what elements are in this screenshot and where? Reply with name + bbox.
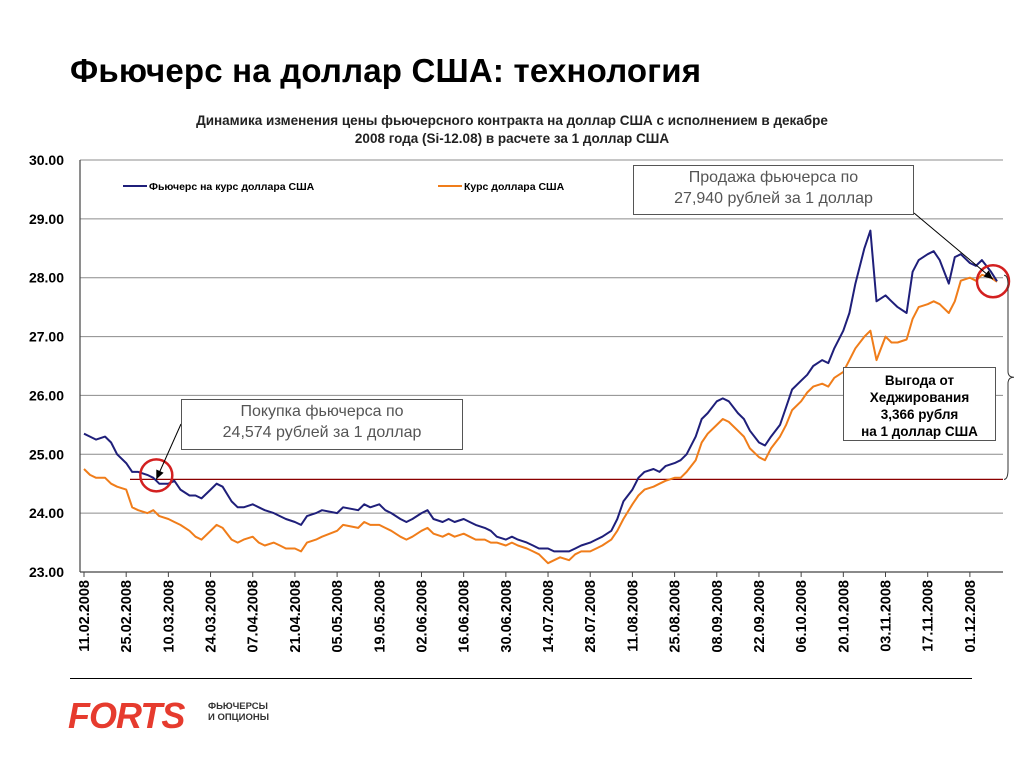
- x-tick-label: 17.11.2008: [921, 580, 937, 652]
- legend-label: Курс доллара США: [464, 181, 565, 193]
- benefit-line-3: 3,366 рубля: [880, 407, 959, 422]
- x-tick-label: 08.09.2008: [710, 580, 726, 653]
- logo-sub-line-1: ФЬЮЧЕРСЫ: [208, 701, 268, 712]
- y-tick-label: 30.00: [29, 152, 64, 168]
- sell-annotation-box: Продажа фьючерса по 27,940 рублей за 1 д…: [633, 165, 914, 215]
- x-tick-label: 28.07.2008: [583, 580, 599, 653]
- x-tick-label: 02.06.2008: [414, 580, 430, 653]
- x-tick-label: 03.11.2008: [879, 580, 895, 652]
- buy-annotation-line-2: 24,574 рублей за 1 доллар: [222, 424, 422, 441]
- y-tick-label: 28.00: [29, 270, 64, 286]
- x-tick-label: 10.03.2008: [161, 580, 177, 653]
- y-tick-label: 26.00: [29, 387, 64, 403]
- x-tick-label: 07.04.2008: [246, 580, 262, 653]
- futures-series-line: [83, 229, 998, 553]
- y-tick-label: 23.00: [29, 564, 64, 580]
- buy-annotation-line-1: Покупка фьючерса по: [240, 403, 404, 420]
- x-tick-label: 14.07.2008: [541, 580, 557, 653]
- sell-annotation-line-1: Продажа фьючерса по: [688, 169, 859, 186]
- benefit-line-1: Выгода от: [884, 373, 955, 388]
- chart-title: Динамика изменения цены фьючерсного конт…: [100, 112, 924, 148]
- sell-arrow-head: [983, 270, 993, 280]
- chart-title-line-2: 2008 года (Si-12.08) в расчете за 1 долл…: [354, 131, 670, 146]
- x-tick-label: 22.09.2008: [752, 580, 768, 653]
- x-tick-label: 30.06.2008: [499, 580, 515, 653]
- sell-annotation-line-2: 27,940 рублей за 1 доллар: [674, 190, 873, 207]
- chart-title-line-1: Динамика изменения цены фьючерсного конт…: [196, 113, 828, 128]
- usd-rate-series-line: [83, 273, 998, 565]
- footer-divider: [70, 678, 972, 679]
- buy-annotation-box: Покупка фьючерса по 24,574 рублей за 1 д…: [181, 399, 463, 450]
- x-tick-label: 21.04.2008: [288, 580, 304, 653]
- forts-logo-subtitle: ФЬЮЧЕРСЫ И ОПЦИОНЫ: [208, 701, 269, 723]
- x-tick-label: 24.03.2008: [204, 580, 220, 653]
- y-tick-label: 24.00: [29, 505, 64, 521]
- y-tick-label: 25.00: [29, 446, 64, 462]
- forts-logo-text: FORTS: [68, 698, 185, 734]
- benefit-line-4: на 1 доллар США: [861, 424, 978, 439]
- benefit-line-2: Хеджирования: [869, 390, 970, 405]
- sell-arrow: [913, 212, 994, 280]
- x-tick-label: 19.05.2008: [372, 580, 388, 653]
- x-tick-label: 01.12.2008: [963, 580, 979, 653]
- x-tick-label: 20.10.2008: [836, 580, 852, 653]
- sell-marker-circle: [975, 263, 1011, 299]
- hedging-benefit-box: Выгода от Хеджирования 3,366 рубля на 1 …: [843, 367, 996, 441]
- buy-arrow-head: [156, 469, 164, 480]
- buy-marker-circle: [139, 458, 174, 493]
- x-tick-label: 11.02.2008: [77, 580, 93, 652]
- x-tick-label: 11.08.2008: [625, 580, 641, 652]
- x-tick-label: 16.06.2008: [457, 580, 473, 653]
- buy-arrow: [155, 423, 182, 480]
- x-tick-label: 25.08.2008: [668, 580, 684, 653]
- y-tick-label: 27.00: [29, 329, 64, 345]
- legend-label: Фьючерс на курс доллара США: [149, 181, 315, 193]
- x-tick-label: 25.02.2008: [119, 580, 135, 653]
- hedge-benefit-brace: [1003, 274, 1015, 480]
- x-tick-label: 06.10.2008: [794, 580, 810, 653]
- forts-logo: FORTS: [68, 698, 186, 734]
- logo-sub-line-2: И ОПЦИОНЫ: [208, 712, 270, 723]
- y-tick-label: 29.00: [29, 211, 64, 227]
- x-tick-label: 05.05.2008: [330, 580, 346, 653]
- slide-title: Фьючерс на доллар США: технология: [70, 52, 702, 89]
